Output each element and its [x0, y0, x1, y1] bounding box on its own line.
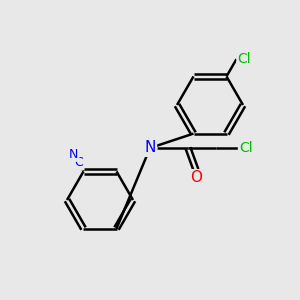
Text: C: C — [74, 156, 83, 169]
Text: N: N — [69, 148, 78, 160]
Text: O: O — [190, 170, 202, 185]
Text: N: N — [144, 140, 156, 155]
Text: Cl: Cl — [238, 52, 251, 66]
Text: Cl: Cl — [239, 141, 253, 155]
